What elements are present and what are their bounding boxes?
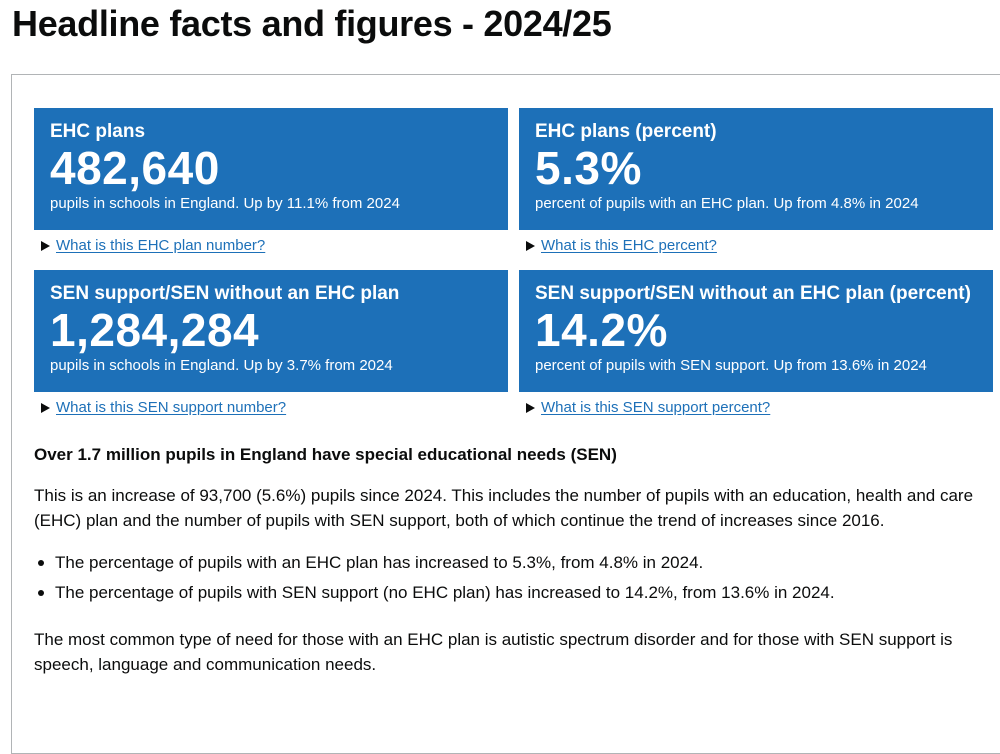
headline-panel: EHC plans 482,640 pupils in schools in E… (11, 74, 1000, 754)
details-link[interactable]: What is this SEN support number? (56, 399, 287, 416)
tile-caption: percent of pupils with SEN support. Up f… (535, 357, 927, 374)
tile-cell-sen-support-percent: SEN support/SEN without an EHC plan (per… (519, 270, 993, 418)
summary-paragraph: This is an increase of 93,700 (5.6%) pup… (34, 486, 974, 530)
need-type-paragraph: The most common type of need for those w… (34, 630, 953, 674)
details-link[interactable]: What is this EHC plan number? (56, 237, 266, 254)
details-sen-support-percent[interactable]: What is this SEN support percent? (519, 398, 993, 418)
tile-value: 482,640 (50, 142, 220, 194)
tile-title: SEN support/SEN without an EHC plan (50, 283, 400, 304)
details-sen-support-number[interactable]: What is this SEN support number? (34, 398, 508, 418)
list-item-text: The percentage of pupils with SEN suppor… (55, 583, 835, 602)
triangle-right-icon (41, 241, 50, 251)
summary-bullet-list: The percentage of pupils with an EHC pla… (34, 548, 984, 608)
list-item: The percentage of pupils with SEN suppor… (34, 578, 984, 608)
details-ehc-plan-number[interactable]: What is this EHC plan number? (34, 236, 508, 256)
details-ehc-percent[interactable]: What is this EHC percent? (519, 236, 993, 256)
tile-caption: percent of pupils with an EHC plan. Up f… (535, 195, 919, 212)
tile-value: 1,284,284 (50, 304, 260, 356)
summary-content: Over 1.7 million pupils in England have … (34, 443, 984, 677)
summary-heading: Over 1.7 million pupils in England have … (34, 445, 617, 464)
tile-ehc-plans: EHC plans 482,640 pupils in schools in E… (34, 108, 508, 230)
triangle-right-icon (526, 241, 535, 251)
tile-cell-sen-support: SEN support/SEN without an EHC plan 1,28… (34, 270, 508, 418)
triangle-right-icon (41, 403, 50, 413)
tile-ehc-percent: EHC plans (percent) 5.3% percent of pupi… (519, 108, 993, 230)
tile-title: SEN support/SEN without an EHC plan (per… (535, 283, 971, 304)
tile-caption: pupils in schools in England. Up by 11.1… (50, 195, 400, 212)
tile-sen-support: SEN support/SEN without an EHC plan 1,28… (34, 270, 508, 392)
tile-title: EHC plans (percent) (535, 121, 717, 142)
tile-value: 5.3% (535, 142, 642, 194)
tile-title: EHC plans (50, 121, 146, 142)
page-title: Headline facts and figures - 2024/25 (12, 3, 612, 44)
bullet-dot-icon (38, 560, 44, 566)
tile-caption: pupils in schools in England. Up by 3.7%… (50, 357, 393, 374)
list-item-text: The percentage of pupils with an EHC pla… (55, 553, 704, 572)
tile-sen-support-percent: SEN support/SEN without an EHC plan (per… (519, 270, 993, 392)
details-link[interactable]: What is this EHC percent? (541, 237, 717, 254)
details-link[interactable]: What is this SEN support percent? (541, 399, 771, 416)
triangle-right-icon (526, 403, 535, 413)
tile-cell-ehc-plans: EHC plans 482,640 pupils in schools in E… (34, 108, 508, 256)
tile-value: 14.2% (535, 304, 668, 356)
bullet-dot-icon (38, 590, 44, 596)
tile-cell-ehc-percent: EHC plans (percent) 5.3% percent of pupi… (519, 108, 993, 256)
list-item: The percentage of pupils with an EHC pla… (34, 548, 984, 578)
